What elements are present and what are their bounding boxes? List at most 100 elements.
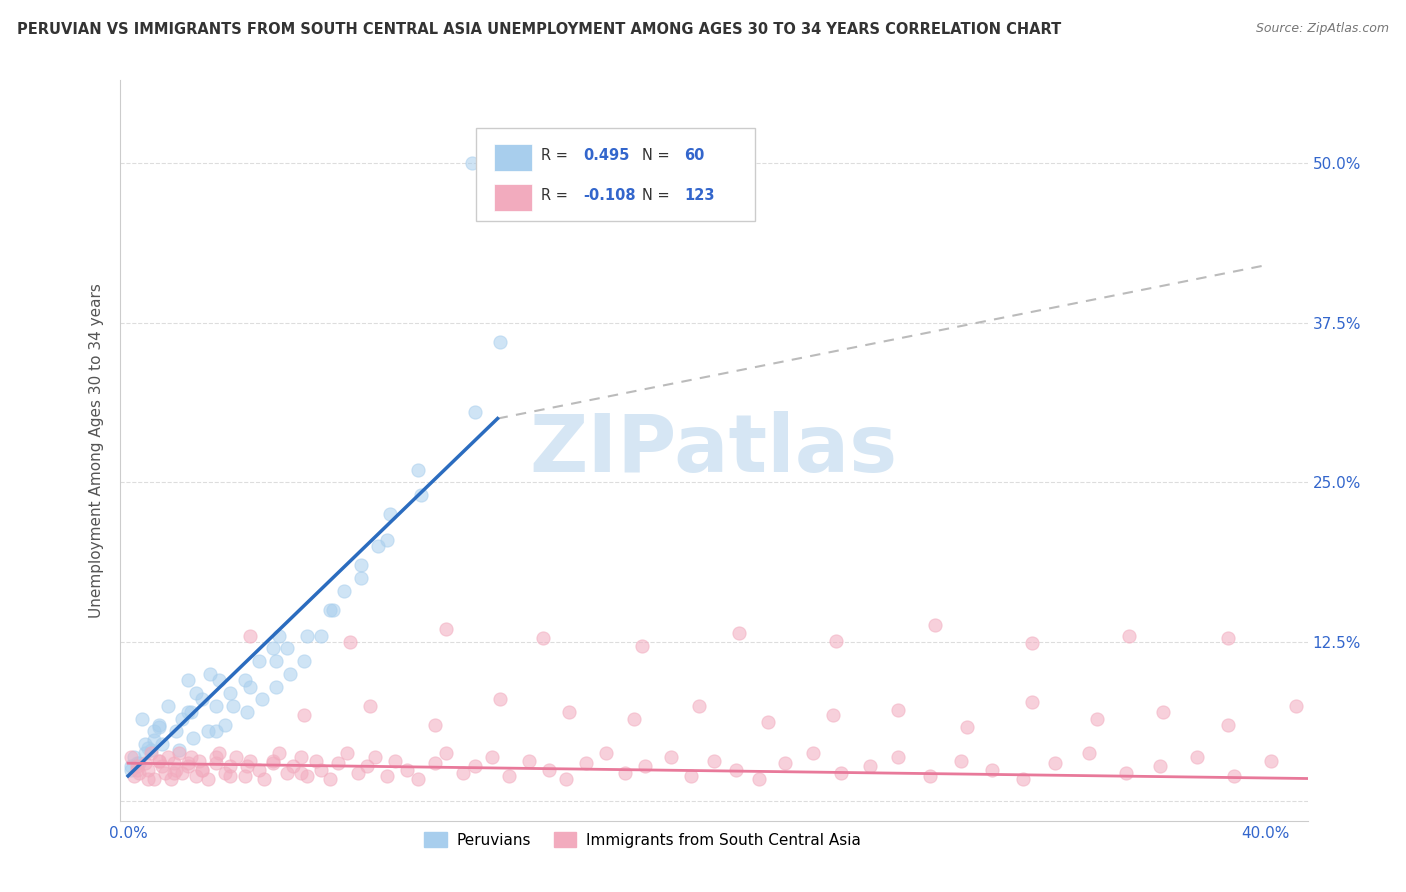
Legend: Peruvians, Immigrants from South Central Asia: Peruvians, Immigrants from South Central… — [418, 826, 866, 854]
Text: 0.495: 0.495 — [583, 148, 630, 163]
Point — [1216, 631, 1239, 645]
Point — [139, 746, 162, 760]
Point — [378, 508, 401, 522]
Point — [756, 715, 779, 730]
Point — [464, 405, 486, 419]
Point — [461, 156, 484, 170]
Point — [1118, 628, 1140, 642]
Point — [1115, 766, 1137, 780]
Point — [177, 673, 200, 688]
Point — [148, 754, 170, 768]
Point — [156, 698, 179, 713]
Point — [290, 749, 312, 764]
Point — [233, 673, 256, 688]
Point — [859, 758, 882, 772]
Point — [262, 756, 284, 771]
Point — [575, 756, 598, 771]
Text: ZIPatlas: ZIPatlas — [530, 411, 897, 490]
Point — [748, 772, 770, 786]
Point — [924, 618, 946, 632]
Text: -0.108: -0.108 — [583, 188, 636, 203]
Point — [659, 749, 682, 764]
Point — [395, 763, 418, 777]
Point — [225, 749, 247, 764]
Point — [267, 746, 290, 760]
Point — [159, 772, 181, 786]
Point — [1260, 754, 1282, 768]
Point — [205, 756, 228, 771]
FancyBboxPatch shape — [494, 145, 531, 170]
Point — [247, 654, 270, 668]
Point — [186, 686, 208, 700]
Point — [981, 763, 1004, 777]
Point — [236, 758, 259, 772]
Point — [489, 334, 512, 349]
Point — [128, 756, 150, 771]
Point — [557, 705, 579, 719]
Point — [489, 692, 512, 706]
Point — [180, 749, 202, 764]
Point — [233, 769, 256, 783]
Point — [122, 769, 145, 783]
Text: PERUVIAN VS IMMIGRANTS FROM SOUTH CENTRAL ASIA UNEMPLOYMENT AMONG AGES 30 TO 34 : PERUVIAN VS IMMIGRANTS FROM SOUTH CENTRA… — [17, 22, 1062, 37]
Point — [197, 772, 219, 786]
Point — [125, 756, 148, 771]
Point — [148, 721, 170, 735]
Point — [191, 763, 214, 777]
Text: 123: 123 — [683, 188, 714, 203]
Point — [319, 603, 342, 617]
Point — [208, 673, 231, 688]
Point — [191, 763, 214, 777]
Point — [464, 758, 486, 772]
Point — [481, 749, 503, 764]
Point — [219, 758, 242, 772]
Text: 60: 60 — [683, 148, 704, 163]
Point — [165, 724, 187, 739]
Point — [679, 769, 702, 783]
Point — [1021, 695, 1043, 709]
Point — [180, 705, 202, 719]
Point — [498, 769, 520, 783]
Point — [200, 666, 222, 681]
Point — [295, 769, 318, 783]
Point — [295, 628, 318, 642]
Point — [214, 718, 236, 732]
Point — [250, 692, 273, 706]
Point — [264, 654, 287, 668]
Text: R =: R = — [541, 188, 572, 203]
FancyBboxPatch shape — [475, 128, 755, 221]
Point — [131, 712, 153, 726]
Point — [148, 754, 170, 768]
Point — [188, 754, 211, 768]
Point — [1012, 772, 1035, 786]
Point — [423, 756, 446, 771]
Point — [142, 772, 165, 786]
Point — [247, 763, 270, 777]
Point — [406, 462, 429, 476]
Point — [350, 571, 373, 585]
Point — [453, 766, 475, 780]
Point — [290, 766, 312, 780]
Point — [278, 666, 301, 681]
Point — [267, 628, 290, 642]
Point — [333, 583, 356, 598]
Point — [773, 756, 796, 771]
Point — [347, 766, 370, 780]
Point — [214, 766, 236, 780]
Point — [356, 758, 378, 772]
Point — [339, 635, 361, 649]
Point — [311, 628, 333, 642]
Point — [359, 698, 381, 713]
Point — [406, 772, 429, 786]
Point — [554, 772, 576, 786]
Point — [367, 539, 389, 553]
Point — [1285, 698, 1308, 713]
Point — [170, 766, 193, 780]
Point — [170, 712, 193, 726]
Point — [409, 488, 432, 502]
Point — [239, 628, 262, 642]
Point — [375, 769, 398, 783]
Point — [134, 746, 156, 760]
Point — [177, 705, 200, 719]
Point — [319, 772, 342, 786]
